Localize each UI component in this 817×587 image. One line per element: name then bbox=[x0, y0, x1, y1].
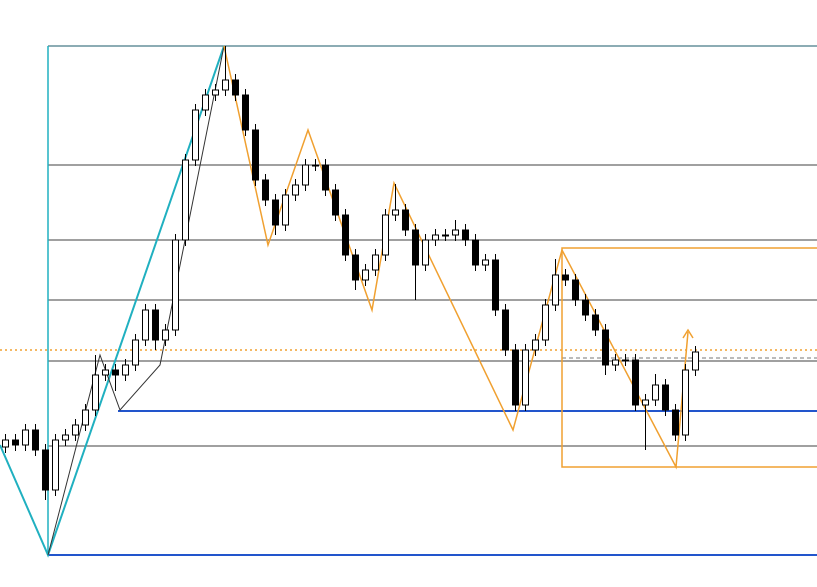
teal-trend bbox=[0, 45, 225, 558]
candle-body bbox=[672, 409, 679, 436]
candle-body bbox=[122, 364, 129, 376]
candle-body bbox=[332, 189, 339, 216]
candle-body bbox=[532, 339, 539, 351]
candle-body bbox=[142, 309, 149, 341]
candle-body bbox=[502, 309, 509, 351]
candle-body bbox=[452, 229, 459, 236]
candle-body bbox=[192, 109, 199, 161]
candle-body bbox=[42, 449, 49, 491]
candle-body bbox=[552, 274, 559, 306]
candle-body bbox=[22, 429, 29, 446]
candle-body bbox=[52, 439, 59, 491]
candle-body bbox=[32, 429, 39, 451]
candle-body bbox=[152, 309, 159, 341]
candle-body bbox=[272, 199, 279, 226]
candle-body bbox=[102, 369, 109, 376]
candle-body bbox=[402, 209, 409, 231]
candle-body bbox=[612, 359, 619, 366]
candle-body bbox=[82, 409, 89, 426]
candle-body bbox=[472, 239, 479, 266]
candle-body bbox=[482, 259, 489, 266]
candle-body bbox=[632, 359, 639, 406]
candle-body bbox=[442, 234, 449, 237]
candle-body bbox=[62, 434, 69, 441]
orange-zigzag bbox=[223, 45, 689, 470]
candle-body bbox=[652, 384, 659, 401]
candle-body bbox=[282, 194, 289, 226]
candle-body bbox=[212, 89, 219, 96]
candle-body bbox=[512, 349, 519, 406]
candle-body bbox=[292, 184, 299, 196]
candle-body bbox=[572, 279, 579, 301]
candle-body bbox=[222, 79, 229, 91]
candle-body bbox=[592, 314, 599, 331]
candle-body bbox=[622, 359, 629, 362]
candle-body bbox=[382, 214, 389, 256]
candle-body bbox=[542, 304, 549, 341]
candle-body bbox=[322, 164, 329, 191]
candle-body bbox=[12, 439, 19, 446]
candle-body bbox=[92, 374, 99, 411]
candle-body bbox=[162, 329, 169, 341]
candle-body bbox=[492, 259, 499, 311]
candle-body bbox=[232, 79, 239, 96]
candle-body bbox=[562, 274, 569, 281]
candle-body bbox=[422, 239, 429, 266]
arrow-head bbox=[682, 328, 694, 339]
overlays bbox=[0, 45, 817, 558]
candle-body bbox=[182, 159, 189, 241]
candle-body bbox=[2, 439, 9, 448]
candle-body bbox=[522, 349, 529, 406]
candle-body bbox=[252, 129, 259, 181]
candle-body bbox=[352, 254, 359, 281]
candle-body bbox=[432, 234, 439, 241]
candle-body bbox=[602, 329, 609, 366]
candle-body bbox=[172, 239, 179, 331]
orange-box bbox=[561, 247, 817, 468]
candle-body bbox=[112, 369, 119, 376]
candle-body bbox=[662, 384, 669, 411]
candle-body bbox=[362, 269, 369, 281]
candle-body bbox=[582, 299, 589, 316]
candle-body bbox=[682, 369, 689, 436]
candle-body bbox=[302, 164, 309, 186]
candle-body bbox=[202, 94, 209, 111]
candle-body bbox=[372, 254, 379, 271]
candle-body bbox=[262, 179, 269, 201]
candle-body bbox=[312, 164, 319, 167]
candle-body bbox=[642, 399, 649, 406]
candle-body bbox=[692, 351, 699, 371]
candle-body bbox=[462, 229, 469, 241]
candle-body bbox=[392, 209, 399, 216]
candle-body bbox=[132, 339, 139, 366]
candle-body bbox=[412, 229, 419, 266]
candle-body bbox=[342, 214, 349, 256]
candle-body bbox=[72, 424, 79, 436]
candle-body bbox=[242, 94, 249, 131]
